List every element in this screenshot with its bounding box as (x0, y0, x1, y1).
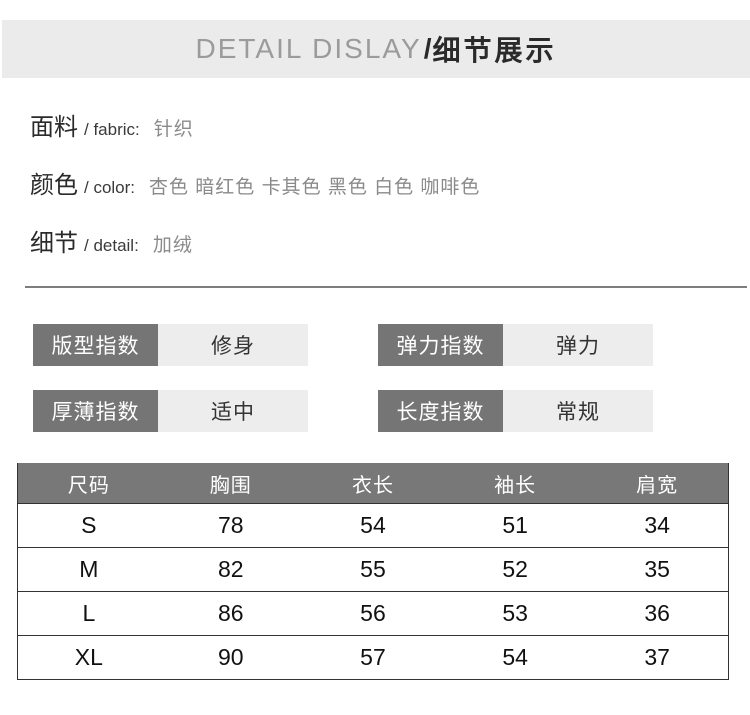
size-table-cell: 52 (444, 547, 587, 592)
fabric-row: 面料 / fabric: 针织 (30, 112, 750, 144)
attribute-value: 常规 (503, 390, 653, 432)
size-table-cell: S (17, 503, 160, 548)
size-table-row-l: L 86 56 53 36 (17, 591, 729, 636)
size-table-cell: 56 (301, 591, 445, 636)
color-label-en: / color: (84, 178, 136, 197)
size-table-cell: 78 (159, 503, 302, 548)
attribute-box-fit: 版型指数 修身 (33, 324, 308, 366)
size-table-cell: 54 (444, 635, 587, 680)
size-table-cell: XL (17, 635, 160, 680)
size-table-header-cell: 衣长 (301, 463, 445, 504)
size-table-cell: 54 (301, 503, 445, 548)
attribute-box-length: 长度指数 常规 (378, 390, 657, 432)
size-table-cell: 55 (301, 547, 445, 592)
size-table-cell: 86 (159, 591, 302, 636)
size-table-cell: 36 (586, 591, 729, 636)
product-detail-page: DETAIL DISLAY / 细节展示 面料 / fabric: 针织 颜色 / … (0, 20, 750, 715)
size-table-cell: 37 (586, 635, 729, 680)
attribute-box-elasticity: 弹力指数 弹力 (378, 324, 657, 366)
size-table-header-row: 尺码 胸围 衣长 袖长 肩宽 (17, 463, 729, 504)
size-table-row-xl: XL 90 57 54 37 (17, 635, 729, 680)
color-label-zh: 颜色 (30, 172, 78, 199)
section-title-slash: / (423, 33, 432, 64)
size-table-header-cell: 肩宽 (586, 463, 729, 504)
size-chart-table: 尺码 胸围 衣长 袖长 肩宽 S 78 54 51 34 M 82 55 52 … (17, 463, 729, 680)
size-table-cell: 35 (586, 547, 729, 592)
section-title-bar: DETAIL DISLAY / 细节展示 (2, 20, 750, 78)
detail-value: 加绒 (152, 235, 193, 256)
size-table-cell: L (17, 591, 160, 636)
attribute-grid: 版型指数 修身 弹力指数 弹力 厚薄指数 适中 长度指数 常规 (33, 324, 750, 432)
attribute-value: 修身 (158, 324, 308, 366)
section-title-english: DETAIL DISLAY (195, 33, 422, 64)
size-table-row-m: M 82 55 52 35 (17, 547, 729, 592)
attribute-box-thickness: 厚薄指数 适中 (33, 390, 308, 432)
size-table-header-cell: 袖长 (444, 463, 587, 504)
size-table-row-s: S 78 54 51 34 (17, 503, 729, 548)
color-value: 杏色 暗红色 卡其色 黑色 白色 咖啡色 (149, 177, 481, 198)
attribute-value: 弹力 (503, 324, 653, 366)
fabric-label-zh: 面料 (30, 114, 78, 141)
attribute-label: 长度指数 (378, 390, 503, 432)
size-table-cell: 90 (159, 635, 302, 680)
size-table-header-cell: 胸围 (159, 463, 302, 504)
fabric-value: 针织 (153, 119, 194, 140)
size-table-cell: 57 (301, 635, 445, 680)
attribute-label: 厚薄指数 (33, 390, 158, 432)
section-title-chinese: 细节展示 (432, 35, 557, 66)
size-table-cell: M (17, 547, 160, 592)
size-table-cell: 82 (159, 547, 302, 592)
detail-row: 细节 / detail: 加绒 (30, 228, 750, 260)
detail-label-en: / detail: (84, 236, 139, 255)
section-divider (25, 286, 747, 288)
attribute-label: 版型指数 (33, 324, 158, 366)
detail-label-zh: 细节 (30, 230, 78, 257)
fabric-label-en: / fabric: (84, 120, 140, 139)
attribute-value: 适中 (158, 390, 308, 432)
size-table-header-cell: 尺码 (17, 463, 160, 504)
attribute-label: 弹力指数 (378, 324, 503, 366)
size-table-cell: 51 (444, 503, 587, 548)
product-info-section: 面料 / fabric: 针织 颜色 / color: 杏色 暗红色 卡其色 黑… (30, 112, 750, 260)
color-row: 颜色 / color: 杏色 暗红色 卡其色 黑色 白色 咖啡色 (30, 170, 750, 202)
size-table-cell: 34 (586, 503, 729, 548)
size-table-cell: 53 (444, 591, 587, 636)
